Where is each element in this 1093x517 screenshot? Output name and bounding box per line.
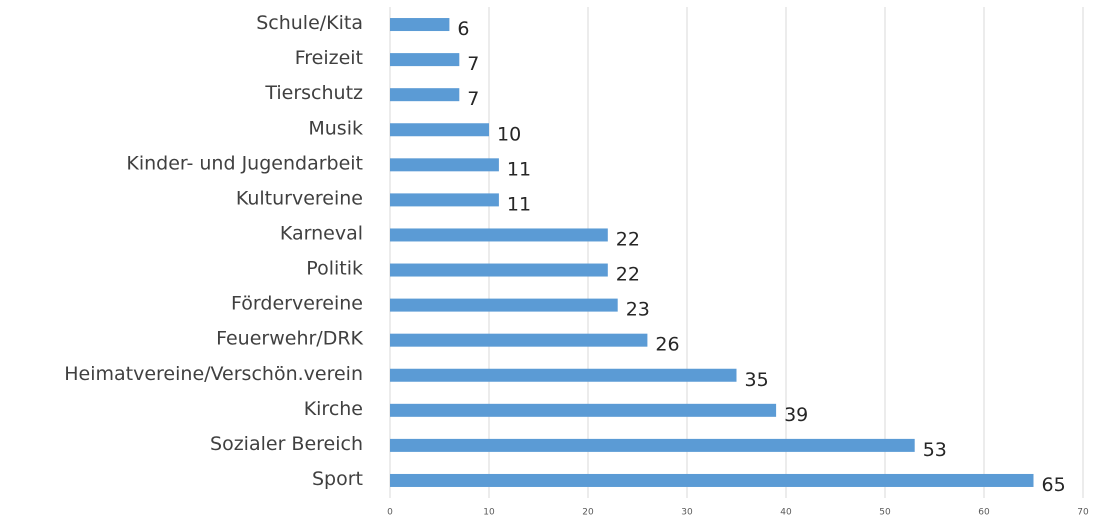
bar: [390, 53, 460, 67]
value-label: 6: [457, 18, 469, 40]
value-label: 22: [616, 264, 640, 286]
y-tick-label: Feuerwehr/DRK: [216, 328, 363, 350]
y-tick-label: Sozialer Bereich: [210, 433, 363, 455]
y-tick-label: Karneval: [280, 222, 363, 244]
value-label: 53: [923, 439, 947, 461]
value-label: 65: [1042, 474, 1066, 496]
value-label: 23: [626, 299, 650, 321]
y-tick-label: Politik: [306, 258, 363, 280]
y-tick-label: Freizeit: [295, 47, 363, 69]
y-tick-label: Tierschutz: [264, 82, 363, 104]
value-label: 26: [655, 334, 679, 356]
bar: [390, 88, 460, 102]
value-label: 11: [507, 193, 531, 215]
x-tick-label: 20: [582, 508, 594, 517]
bar: [390, 193, 499, 207]
x-tick-label: 70: [1077, 508, 1089, 517]
y-tick-label: Kulturvereine: [236, 187, 363, 209]
value-label: 22: [616, 228, 640, 250]
y-tick-label: Kinder- und Jugendarbeit: [126, 152, 363, 174]
value-label: 7: [467, 53, 479, 75]
value-label: 11: [507, 158, 531, 180]
bar: [390, 298, 618, 312]
x-tick-label: 60: [978, 508, 990, 517]
x-tick-label: 0: [387, 508, 393, 517]
y-tick-label: Fördervereine: [231, 293, 363, 315]
value-label: 10: [497, 123, 521, 145]
y-tick-label: Sport: [312, 468, 363, 490]
bar: [390, 18, 450, 32]
y-tick-label: Schule/Kita: [256, 12, 363, 34]
bar: [390, 403, 777, 417]
x-tick-label: 40: [780, 508, 792, 517]
y-tick-label: Heimatvereine/Verschön.verein: [64, 363, 363, 385]
x-tick-label: 10: [483, 508, 495, 517]
y-tick-label: Musik: [308, 117, 363, 139]
bar: [390, 158, 499, 172]
bar: [390, 368, 737, 382]
value-label: 39: [784, 404, 808, 426]
value-label: 7: [467, 88, 479, 110]
x-tick-label: 50: [879, 508, 891, 517]
bar: [390, 333, 648, 347]
bar: [390, 473, 1034, 487]
bar: [390, 123, 489, 137]
bar: [390, 228, 608, 242]
value-label: 35: [745, 369, 769, 391]
y-tick-label: Kirche: [304, 398, 363, 420]
bar: [390, 438, 915, 452]
x-tick-label: 30: [681, 508, 693, 517]
bar: [390, 263, 608, 277]
